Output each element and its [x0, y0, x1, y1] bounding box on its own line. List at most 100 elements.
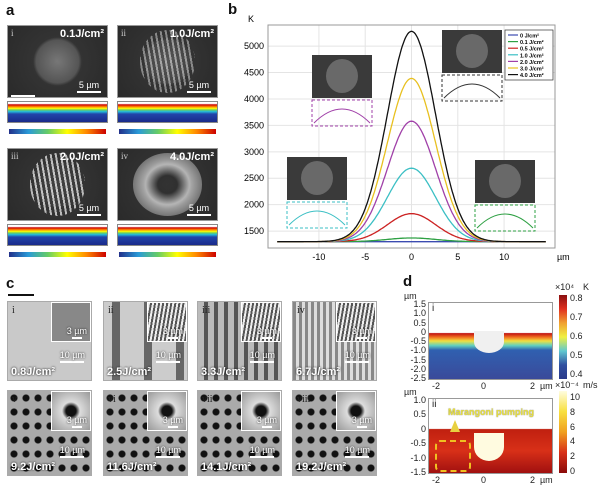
x-tick-label: -2 — [432, 475, 441, 485]
subpanel-number: i — [11, 28, 14, 38]
legend-entry: 2.0 J/cm² — [520, 59, 544, 66]
zoom-inset: 3 µm — [336, 302, 376, 342]
colorbar — [9, 129, 106, 134]
y-tick-label: 2500 — [244, 173, 264, 183]
x-tick-label: 2 — [530, 475, 536, 485]
x-unit: µm — [540, 381, 553, 391]
inset-scale-label: 3 µm — [162, 326, 183, 336]
scale-bar-label: 10 µm — [155, 350, 181, 360]
y-tick-label: -1.5 — [410, 467, 426, 477]
ripple-pattern — [132, 153, 203, 216]
x-tick-label: -10 — [312, 252, 325, 262]
sem-image: i 0.1J/cm² 5 µm — [7, 25, 108, 98]
colorbar-unit: K — [583, 282, 590, 292]
colorbar-exponent: ×10⁻⁴ — [555, 380, 579, 390]
colorbar-tick: 0.5 — [570, 350, 583, 360]
profile-inset — [474, 204, 536, 232]
profile-line — [313, 108, 371, 124]
y-tick-label: 3500 — [244, 120, 264, 130]
panel-b-label: b — [228, 1, 238, 18]
profile-line — [443, 83, 501, 99]
inset-scale-bar: 3 µm — [67, 415, 87, 428]
profile-inset — [311, 99, 373, 127]
fluence-label: 0.8J/cm² — [11, 366, 56, 378]
panel-c-label: c — [6, 275, 15, 292]
fluence-label: 0.1J/cm² — [59, 28, 104, 40]
fluence-label: 14.1J/cm² — [201, 461, 252, 473]
colorbar-unit: m/s — [583, 380, 598, 390]
ripple-pattern — [139, 30, 196, 93]
legend-entry: 1.0 J/cm² — [520, 52, 544, 59]
scale-bar-label: 10 µm — [344, 445, 370, 455]
zoom-inset: 3 µm — [147, 391, 187, 431]
panel-d-label: d — [403, 273, 413, 290]
x-unit: µm — [540, 475, 553, 485]
y-tick-label: -2.0 — [410, 363, 426, 374]
scale-bar-label: 5 µm — [188, 80, 210, 90]
colorbar-tick: 0.6 — [570, 331, 583, 341]
subpanel-number: ii — [108, 305, 114, 316]
legend-entry: 0 J/cm² — [520, 33, 539, 40]
y-unit: µm — [404, 291, 417, 301]
subpanel-number: iv — [297, 305, 305, 316]
scale-bar: 10 µm — [60, 350, 85, 363]
profile-line — [476, 213, 534, 229]
simulated-temperature-map — [7, 101, 108, 123]
x-axis-label: µm — [557, 252, 570, 262]
y-tick-label: 1500 — [244, 226, 264, 236]
convection-cell-outline — [435, 440, 471, 472]
y-tick-label: 1.0 — [413, 395, 426, 405]
profile-inset — [441, 74, 503, 102]
zoom-inset: 3 µm — [241, 391, 281, 431]
y-tick-label: -1.0 — [410, 345, 426, 356]
subpanel-number: iii — [11, 151, 19, 161]
inset-scale-label: 3 µm — [66, 415, 87, 425]
colorbar-tick: 0.7 — [570, 312, 583, 322]
fluence-label: 9.2J/cm² — [11, 461, 56, 473]
ripple-pattern — [29, 153, 86, 216]
inset-scale-label: 3 µm — [66, 326, 87, 336]
inset-scale-bar: 3 µm — [67, 326, 87, 339]
subpanel-number: viii — [297, 394, 311, 405]
sem-spot — [456, 34, 488, 68]
inset-scale-bar: 3 µm — [257, 326, 277, 339]
subpanel-number: vii — [202, 394, 213, 405]
sem-spot — [301, 161, 333, 195]
fluence-label: 6.7J/cm² — [296, 366, 341, 378]
scale-bar-label: 10 µm — [344, 350, 370, 360]
colorbar — [119, 129, 216, 134]
inset-scale-bar: 3 µm — [352, 326, 372, 339]
y-tick-label: 1.5 — [413, 299, 426, 309]
fluence-label: 11.6J/cm² — [107, 461, 157, 473]
legend-entry: 0.5 J/cm² — [520, 46, 544, 53]
sem-image: iv 4.0J/cm² 5 µm — [117, 148, 218, 221]
inset-scale-bar: 3 µm — [163, 326, 183, 339]
subpanel-number: i — [432, 303, 435, 314]
colorbar-tick: 0.4 — [570, 369, 583, 379]
subpanel-number: vi — [108, 394, 116, 405]
scale-bar-label: 5 µm — [78, 80, 100, 90]
colorbar — [559, 295, 567, 379]
sem-image: 3 µm vii 14.1J/cm² 10 µm — [197, 390, 282, 476]
y-tick-label: -1.0 — [410, 452, 426, 463]
scale-bar: 10 µm — [345, 445, 370, 458]
inset-scale-label: 3 µm — [351, 415, 372, 425]
y-tick-label: 1.0 — [413, 308, 426, 319]
velocity-field: ii — [428, 398, 553, 474]
inset-scale-label: 3 µm — [256, 326, 277, 336]
up-arrow-icon — [450, 420, 460, 432]
y-tick-label: 4500 — [244, 68, 264, 78]
colorbar — [9, 252, 106, 257]
scale-bar: 10 µm — [250, 445, 275, 458]
fluence-label: 1.0J/cm² — [169, 28, 214, 40]
sem-image: iii 2.0J/cm² 5 µm — [7, 148, 108, 221]
sem-image: 3 µm ii 2.5J/cm² 10 µm — [103, 301, 188, 381]
subpanel-number: i — [12, 305, 15, 316]
scale-bar-label: 10 µm — [249, 445, 275, 455]
scale-bar-label: 10 µm — [59, 445, 85, 455]
subpanel-number: iv — [121, 151, 129, 161]
colorbar-tick: 4 — [570, 436, 576, 447]
legend-entry: 0.1 J/cm² — [520, 39, 544, 46]
simulated-temperature-map — [7, 224, 108, 246]
x-tick-label: 0 — [481, 475, 487, 485]
